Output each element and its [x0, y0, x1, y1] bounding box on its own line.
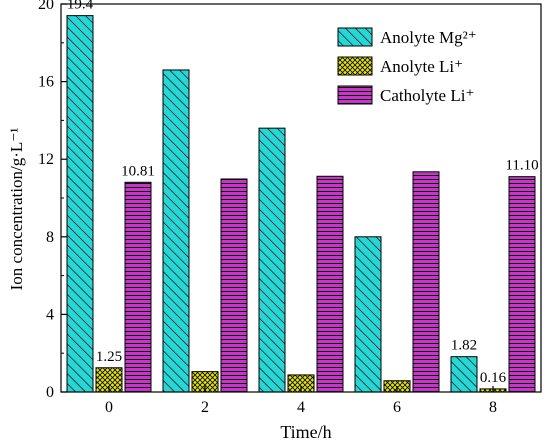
x-axis-label: Time/h: [280, 422, 331, 442]
y-tick-label: 12: [38, 151, 54, 168]
bar: [354, 236, 382, 393]
bar: [124, 181, 152, 393]
bar: [508, 176, 536, 393]
bar: [316, 175, 344, 393]
y-tick-label: 0: [46, 384, 54, 401]
y-tick-label: 8: [46, 229, 54, 246]
data-label: 1.82: [451, 338, 477, 354]
x-tick-label: 4: [297, 399, 305, 416]
bar: [162, 69, 190, 393]
x-tick-label: 6: [393, 399, 401, 416]
legend-swatch: [337, 27, 373, 47]
data-label: 19.4: [67, 0, 94, 13]
legend-swatch: [337, 85, 373, 105]
y-tick-label: 16: [38, 74, 54, 91]
legend-label: Catholyte Li⁺: [380, 86, 474, 105]
data-label: 11.10: [505, 158, 538, 174]
legend-label: Anolyte Li⁺: [380, 57, 463, 76]
x-tick-label: 8: [489, 399, 497, 416]
y-axis-label: Ion concentration/g·L⁻¹: [7, 128, 26, 291]
data-label: 0.16: [480, 370, 507, 386]
data-label: 10.81: [121, 163, 155, 179]
chart-legend: Anolyte Mg²⁺ Anolyte Li⁺ Catholyte Li⁺: [337, 27, 477, 105]
data-label: 1.25: [96, 349, 122, 365]
x-tick-label: 0: [105, 399, 113, 416]
bar: [220, 178, 248, 393]
bar: [412, 171, 440, 393]
y-tick-label: 4: [46, 306, 54, 323]
bar: [258, 127, 286, 393]
legend-swatch: [337, 56, 373, 76]
bar: [66, 15, 94, 393]
x-tick-label: 2: [201, 399, 209, 416]
legend-label: Anolyte Mg²⁺: [380, 28, 477, 47]
bar: [450, 356, 478, 393]
y-tick-label: 20: [38, 0, 54, 13]
